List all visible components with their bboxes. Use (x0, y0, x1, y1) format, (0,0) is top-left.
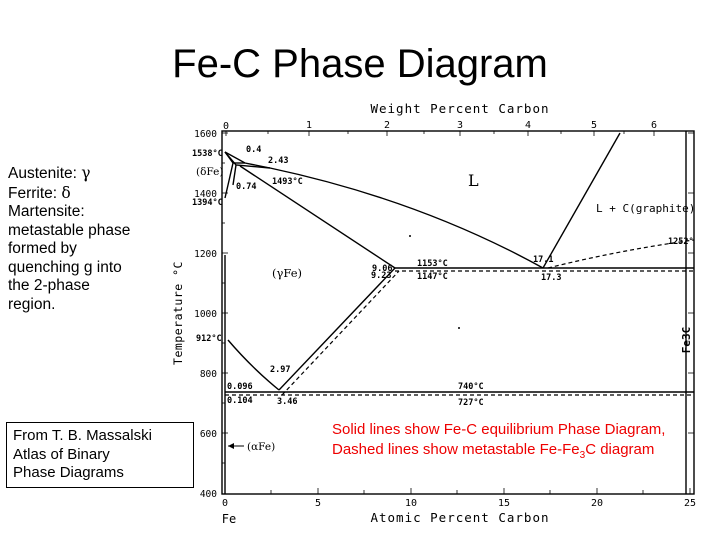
bottom-tick-label: 25 (684, 498, 696, 509)
y-tick-label: 1000 (194, 309, 217, 320)
point-labels: 1538°C 1394°C 912°C 0.4 2.43 1493°C 0.74… (192, 145, 694, 408)
bottom-tick-label: 5 (315, 498, 321, 509)
acm-line (278, 267, 396, 391)
martensite-line: formed by (8, 240, 77, 257)
bottom-left-fe-label: Fe (222, 512, 236, 526)
solidus (239, 165, 396, 269)
right-axis-ticks (688, 132, 694, 434)
fe3c-label: Fe3C (680, 327, 693, 354)
top-tick-label: 5 (591, 120, 597, 131)
citation-box: From T. B. Massalski Atlas of Binary Pha… (6, 422, 194, 488)
liquid-region-label: L (468, 171, 479, 190)
austenite-note: Austenite: γ (8, 164, 168, 184)
gamma-region-label: (γFe) (272, 266, 302, 280)
delta-region-label: (δFe) (196, 166, 223, 178)
caption-text-end: C diagram (585, 441, 655, 458)
austenite-label: Austenite: (8, 165, 77, 182)
top-tick-label: 2 (384, 120, 390, 131)
martensite-line: quenching g into (8, 258, 122, 276)
label-0-104: 0.104 (227, 396, 253, 406)
citation-line: From T. B. Massalski (13, 427, 152, 444)
label-1153: 1153°C (417, 259, 448, 269)
top-tick-label: 1 (306, 120, 312, 131)
label-0-74: 0.74 (236, 182, 256, 192)
y-tick-label: 400 (200, 489, 217, 500)
martensite-line: region. (8, 295, 56, 313)
metastable-lines (225, 239, 695, 396)
label-1493: 1493°C (272, 177, 303, 187)
label-0-4: 0.4 (246, 145, 261, 155)
label-9-06: 9.06 (372, 264, 392, 274)
y-tick-label: 1200 (194, 249, 217, 260)
l-graphite-region-label: L + C(graphite) (596, 202, 695, 215)
label-2-43: 2.43 (268, 156, 288, 166)
citation-line: Atlas of Binary (13, 445, 110, 463)
bottom-tick-label: 20 (591, 498, 603, 509)
label-1394: 1394°C (192, 198, 223, 208)
top-axis-title: Weight Percent Carbon (370, 101, 549, 116)
top-tick-label: 6 (651, 120, 657, 131)
martensite-line: metastable phase (8, 221, 131, 239)
alpha-region-label: (αFe) (247, 441, 275, 453)
graphite-liquidus-dashed (547, 239, 695, 269)
top-tick-label: 0 (223, 121, 229, 132)
bottom-axis-title: Atomic Percent Carbon (370, 510, 549, 525)
alpha-arrowhead (228, 443, 234, 449)
bottom-tick-label: 0 (222, 498, 228, 509)
martensite-line: the 2-phase (8, 277, 90, 294)
scan-specks (409, 235, 460, 329)
plot-frame (221, 130, 695, 495)
diagram-caption: Solid lines show Fe-C equilibrium Phase … (332, 420, 672, 466)
label-1252: 1252° (668, 237, 694, 247)
y-tick-label: 800 (200, 369, 217, 380)
label-9-23: 9.23 (371, 271, 391, 281)
bottom-tick-label: 10 (405, 498, 417, 509)
y-tick-label: 1400 (194, 189, 217, 200)
label-1538: 1538°C (192, 149, 223, 159)
equilibrium-lines (224, 131, 694, 494)
label-17-1: 17.1 (533, 255, 553, 265)
liquidus-graphite (542, 132, 621, 269)
delta-symbol: δ (61, 183, 71, 202)
bottom-tick-label: 15 (498, 498, 510, 509)
alpha-gamma-boundary (227, 339, 280, 391)
label-1147: 1147°C (417, 272, 448, 282)
gamma-symbol: γ (81, 164, 91, 182)
label-3-46: 3.46 (277, 397, 297, 407)
ferrite-label: Ferrite: (8, 184, 58, 202)
label-740: 740°C (458, 382, 484, 392)
label-2-97: 2.97 (270, 365, 290, 375)
label-727: 727°C (458, 398, 484, 408)
citation-line: Phase Diagrams (13, 464, 124, 481)
ferrite-note: Ferrite: δ (8, 184, 168, 204)
phase-notes: Austenite: γ Ferrite: δ Martensite: meta… (8, 164, 168, 314)
top-tick-label: 3 (457, 120, 463, 131)
caption-text: Solid lines show Fe-C equilibrium Phase … (332, 421, 666, 458)
bottom-axis-ticks (224, 488, 691, 494)
y-tick-label: 600 (200, 429, 217, 440)
label-0-096: 0.096 (227, 382, 253, 392)
metastable-acm (281, 270, 400, 396)
top-tick-label: 4 (525, 120, 531, 131)
y-tick-label: 1600 (194, 129, 217, 140)
label-17-3: 17.3 (541, 273, 561, 283)
caption-subscript: 3 (579, 450, 586, 461)
slide-title: Fe-C Phase Diagram (172, 42, 548, 86)
delta-boundary (224, 151, 234, 199)
delta-gamma-boundary (232, 164, 237, 186)
martensite-line: Martensite: (8, 203, 85, 220)
y-axis-title: Temperature °C (171, 261, 185, 365)
label-912: 912°C (196, 334, 222, 344)
top-axis-ticks (225, 131, 655, 136)
liquidus-left (224, 151, 544, 269)
